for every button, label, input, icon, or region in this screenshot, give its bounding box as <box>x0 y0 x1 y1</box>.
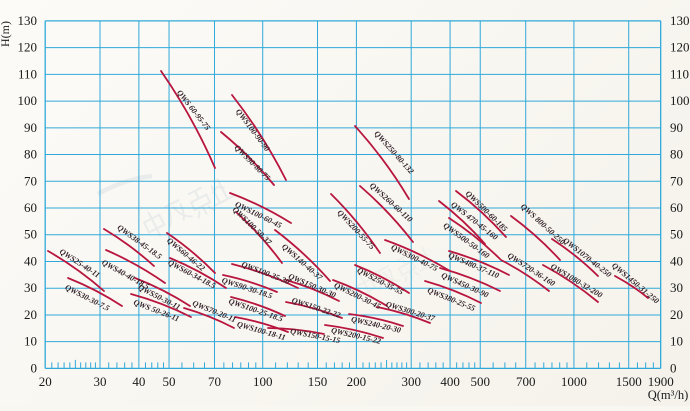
svg-text:10: 10 <box>24 334 37 349</box>
svg-text:1900: 1900 <box>648 374 674 389</box>
svg-text:10: 10 <box>670 334 683 349</box>
svg-text:130: 130 <box>670 13 690 28</box>
svg-text:20: 20 <box>24 307 37 322</box>
svg-text:90: 90 <box>24 120 37 135</box>
svg-text:QWS720-36-160: QWS720-36-160 <box>506 251 557 288</box>
svg-text:700: 700 <box>516 374 536 389</box>
svg-text:70: 70 <box>208 374 221 389</box>
svg-text:130: 130 <box>18 13 38 28</box>
svg-text:110: 110 <box>18 66 37 81</box>
svg-text:0: 0 <box>31 360 38 375</box>
svg-text:80: 80 <box>24 147 37 162</box>
svg-text:90: 90 <box>670 120 683 135</box>
svg-text:1000: 1000 <box>561 374 587 389</box>
svg-text:300: 300 <box>401 374 421 389</box>
svg-text:40: 40 <box>24 254 37 269</box>
svg-text:20: 20 <box>670 307 683 322</box>
svg-text:20: 20 <box>39 374 52 389</box>
svg-text:500: 500 <box>470 374 490 389</box>
svg-text:80: 80 <box>670 147 683 162</box>
svg-text:100: 100 <box>253 374 273 389</box>
svg-text:70: 70 <box>24 173 37 188</box>
svg-text:30: 30 <box>670 280 683 295</box>
svg-text:QWS1450-31-250: QWS1450-31-250 <box>610 261 661 306</box>
svg-text:H(m): H(m) <box>0 21 12 47</box>
svg-text:100: 100 <box>670 93 690 108</box>
svg-text:120: 120 <box>18 40 38 55</box>
svg-text:50: 50 <box>163 374 176 389</box>
svg-text:QWS100-25-18.5: QWS100-25-18.5 <box>228 297 285 324</box>
svg-text:QWS260-60-110: QWS260-60-110 <box>368 181 414 224</box>
svg-text:120: 120 <box>670 40 690 55</box>
svg-text:70: 70 <box>670 173 683 188</box>
svg-text:QWS250-80-132: QWS250-80-132 <box>372 129 415 176</box>
svg-text:100: 100 <box>18 93 38 108</box>
svg-text:200: 200 <box>347 374 367 389</box>
svg-text:40: 40 <box>132 374 145 389</box>
svg-text:110: 110 <box>670 66 689 81</box>
svg-text:40: 40 <box>670 254 683 269</box>
svg-text:60: 60 <box>24 200 37 215</box>
svg-text:50: 50 <box>670 227 683 242</box>
svg-text:1500: 1500 <box>616 374 642 389</box>
svg-text:60: 60 <box>670 200 683 215</box>
svg-text:150: 150 <box>308 374 328 389</box>
svg-text:50: 50 <box>24 227 37 242</box>
svg-text:0: 0 <box>670 360 677 375</box>
svg-text:30: 30 <box>94 374 107 389</box>
svg-text:QWS25-40-11: QWS25-40-11 <box>58 247 102 280</box>
svg-text:Q(m³/h): Q(m³/h) <box>648 388 689 402</box>
svg-text:400: 400 <box>440 374 460 389</box>
svg-text:30: 30 <box>24 280 37 295</box>
